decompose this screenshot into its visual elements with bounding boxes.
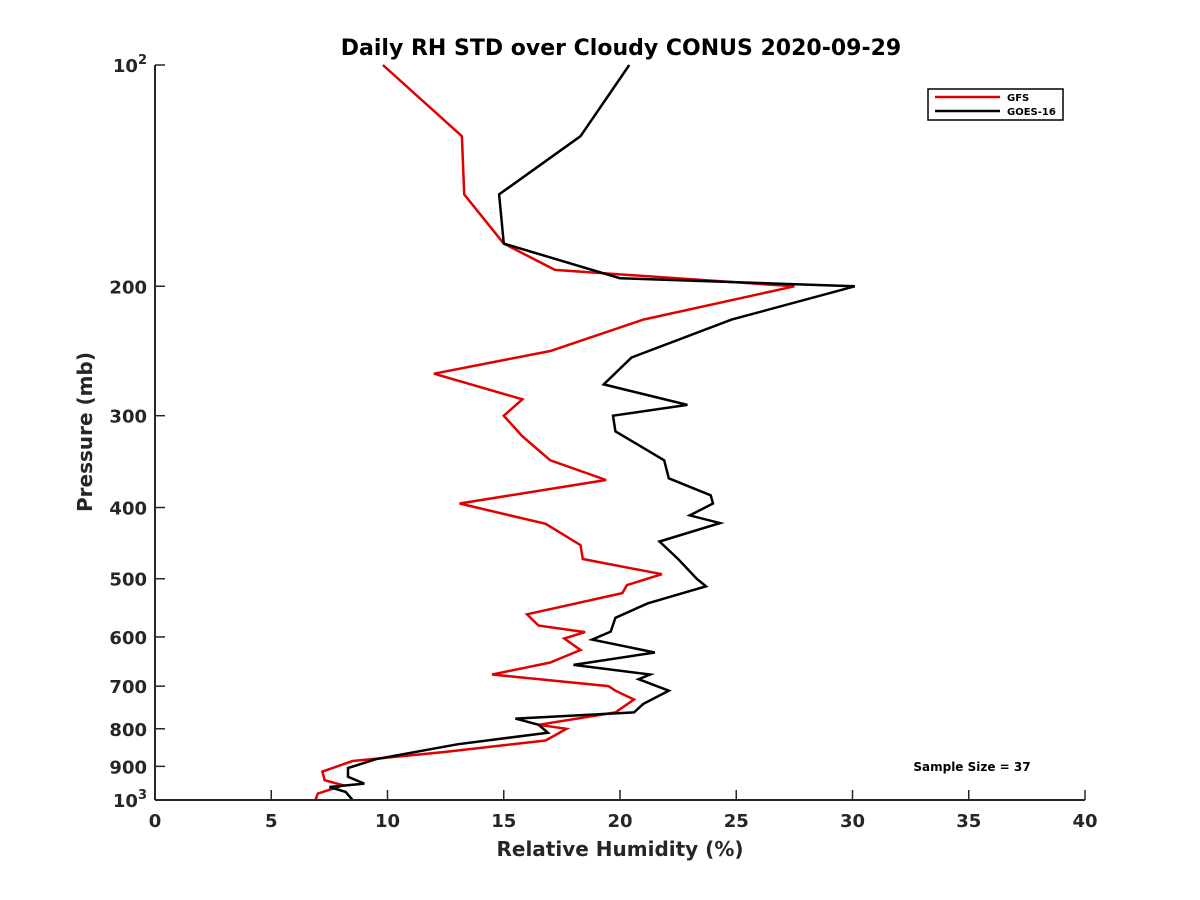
x-tick-label: 40 [1072, 811, 1097, 832]
y-tick-label: 200 [109, 277, 147, 298]
y-tick-label: 600 [109, 628, 147, 649]
chart-title: Daily RH STD over Cloudy CONUS 2020-09-2… [341, 36, 901, 61]
x-tick-label: 10 [375, 811, 400, 832]
legend: GFS GOES-16 [927, 88, 1064, 121]
y-tick-label: 900 [109, 757, 147, 778]
y-tick-label: 800 [109, 720, 147, 741]
y-tick-label: 300 [109, 407, 147, 428]
x-tick-label: 35 [956, 811, 981, 832]
y-tick-label: 700 [109, 677, 147, 698]
legend-box [927, 88, 1064, 121]
legend-label-gfs: GFS [1007, 93, 1029, 104]
sample-size-annotation: Sample Size = 37 [913, 760, 1030, 774]
y-tick-label: 500 [109, 570, 147, 591]
x-tick-label: 25 [724, 811, 749, 832]
y-tick-label: 400 [109, 499, 147, 520]
x-ticks: 0 5 10 15 20 25 30 35 40 [149, 790, 1098, 832]
y-axis-label: Pressure (mb) [73, 352, 97, 512]
x-axis-label: Relative Humidity (%) [496, 837, 743, 861]
legend-label-goes-16: GOES-16 [1007, 107, 1056, 118]
x-tick-label: 0 [149, 811, 162, 832]
x-tick-label: 15 [491, 811, 516, 832]
series-line-goes-16 [329, 64, 856, 801]
x-tick-label: 5 [265, 811, 278, 832]
x-tick-label: 20 [607, 811, 632, 832]
series-layer [314, 64, 856, 801]
series-line-gfs [314, 64, 795, 801]
x-tick-label: 30 [840, 811, 865, 832]
